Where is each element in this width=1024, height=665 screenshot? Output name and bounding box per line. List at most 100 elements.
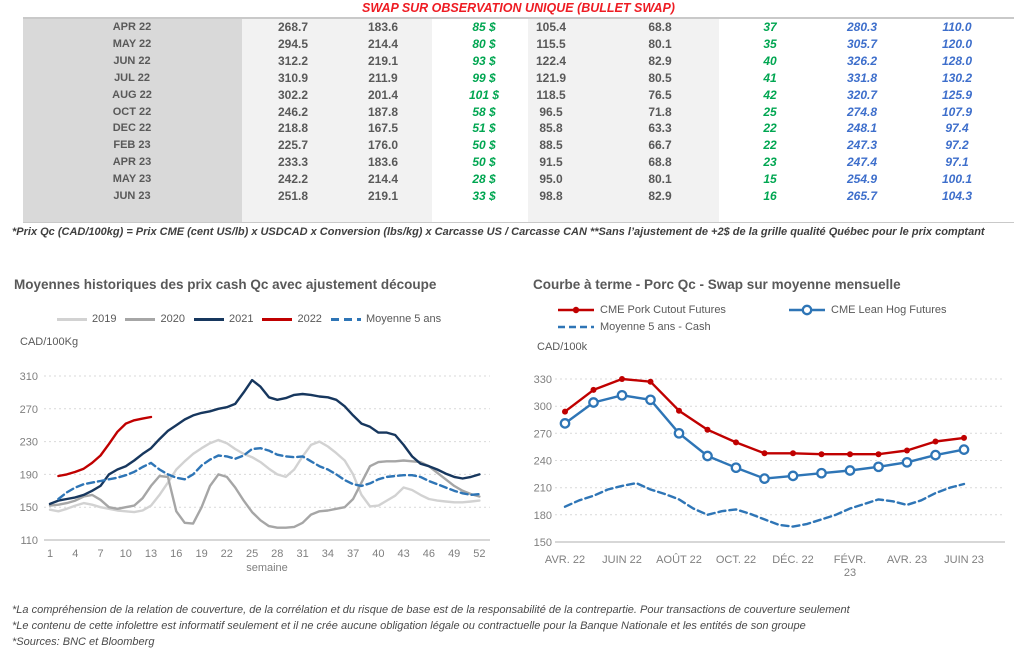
legend-label: 2020 [160,313,185,325]
legend-label: CME Pork Cutout Futures [600,304,726,316]
table-row: JUL 22 310.9 211.9 99 $ 121.9 80.5 41 331.8 130.… [0,70,1024,87]
table-cell: OCT 22 [112,105,152,118]
table-cell: JUN 22 [113,54,151,67]
table-cell: 80.1 [648,172,672,187]
table-row: OCT 22 246.2 187.8 58 $ 96.5 71.8 25 274.8 107.9 [0,104,1024,121]
table-cell: 120.0 [941,36,973,51]
table-cell: 265.7 [846,189,878,203]
x-tick-label: JUIN 22 [602,554,642,566]
x-tick-label: 31 [296,548,308,560]
table-cell: 310.9 [277,70,309,85]
left-chart-legend: 2019 2020 2021 2022 Moyenne 5 ans [57,313,441,325]
table-cell: AUG 22 [112,88,152,101]
series-line-2022 [57,415,153,478]
table-cell: 93 $ [472,53,496,68]
x-tick-label: JUIN 23 [944,554,984,566]
table-cell: 294.5 [277,36,309,51]
table-cell: 41 [763,70,777,85]
table-row: JUN 23 251.8 219.1 33 $ 98.8 82.9 16 265.7 104.3 [0,188,1024,205]
x-tick-label: 52 [473,548,485,560]
table-cell: 42 [763,87,777,102]
table-cell: 33 $ [472,189,496,203]
table-row: AUG 22 302.2 201.4 101 $ 118.5 76.5 42 320.7 125… [0,87,1024,104]
y-tick-label: 190 [20,469,38,481]
table-cell: 320.7 [846,87,878,102]
x-tick-label: 46 [423,548,435,560]
y-tick-label: 110 [20,535,38,547]
y-tick-label: 150 [20,502,38,514]
table-row: DEC 22 218.8 167.5 51 $ 85.8 63.3 22 248.1 97.4 [0,120,1024,137]
table-title: SWAP SUR OBSERVATION UNIQUE (BULLET SWAP… [362,1,675,15]
table-cell: 225.7 [277,138,309,153]
table-cell: FEB 23 [113,139,151,152]
table-cell: 251.8 [277,189,309,203]
table-cell: 28 $ [472,172,496,187]
table-cell: 268.7 [277,20,309,34]
table-cell: 95.0 [539,172,563,187]
table-row: FEB 23 225.7 176.0 50 $ 88.5 66.7 22 247.3 97.2 [0,137,1024,154]
table-cell: 176.0 [367,138,399,153]
table-cell: MAY 22 [112,37,152,50]
gridlines: 330 300 270 240 210 180 150 [534,374,1005,549]
table-cell: 22 [763,138,777,153]
table-cell: DEC 22 [112,122,152,135]
right-chart-unit-label: CAD/100k [537,341,588,353]
x-tick-label: 28 [271,548,283,560]
y-tick-label: 180 [534,510,552,522]
footer: *La compréhension de la relation de couv… [12,603,1017,651]
table-cell: 121.9 [535,70,567,85]
y-tick-label: 300 [534,401,552,413]
table-cell: 326.2 [846,53,878,68]
table-cell: 37 [763,20,777,34]
table-cell: 115.5 [536,36,566,51]
legend-label: 2019 [92,313,117,325]
table-cell: 100.1 [941,172,973,187]
table-cell: 51 $ [472,121,496,136]
x-tick-label: 1 [47,548,53,560]
x-tick-label: OCT. 22 [716,554,756,566]
table-cell: 88.5 [539,138,563,153]
left-chart-title: Moyennes historiques des prix cash Qc av… [14,277,437,292]
table-cell: 104.3 [941,189,973,203]
table-top-border [23,17,1014,19]
table-cell: 98.8 [539,189,563,203]
x-tick-label: AVR. 22 [545,554,585,566]
x-tick-label: 7 [97,548,103,560]
legend-marker-icon [789,304,825,316]
footer-line-1: *La compréhension de la relation de couv… [12,604,850,616]
x-tick-label: 23 [844,567,856,579]
table-cell: 214.4 [367,172,399,187]
x-tick-label: 34 [322,548,334,560]
table-cell: 80 $ [472,36,496,51]
table-cell: 254.9 [846,172,878,187]
table-cell: 68.8 [648,20,672,34]
table-cell: 58 $ [472,104,496,119]
legend-item: CME Pork Cutout Futures [557,304,726,316]
table-footnote: *Prix Qc (CAD/100kg) = Prix CME (cent US… [12,226,985,238]
legend-marker-icon [558,325,594,329]
table-cell: 25 [763,104,777,119]
legend-line-swatch [57,317,87,321]
series-line-Moyenne 5 ans - Cash [563,481,966,528]
table-cell: 71.8 [648,104,672,119]
x-axis-title: semaine [246,562,288,574]
table-cell: 22 [763,121,777,136]
table-cell: 305.7 [846,36,878,51]
table-cell: 82.9 [648,53,672,68]
legend-item: CME Lean Hog Futures [788,304,947,316]
table-cell: 167.5 [367,121,399,136]
legend-label: Moyenne 5 ans [365,313,442,325]
table-row: MAY 22 294.5 214.4 80 $ 115.5 80.1 35 305.7 120.… [0,36,1024,53]
legend-line-swatch [125,317,156,321]
x-tick-label: DÉC. 22 [772,553,814,566]
table-cell: 280.3 [846,20,878,34]
table-cell: 96.5 [539,104,563,119]
legend-line-swatch [193,317,224,321]
table-cell: 302.2 [277,87,309,102]
table-cell: 128.0 [941,53,973,68]
legend-item: Moyenne 5 ans [330,313,442,325]
x-tick-label: 19 [195,548,207,560]
table-cell: JUN 23 [113,190,151,202]
table-cell: 214.4 [367,36,399,51]
